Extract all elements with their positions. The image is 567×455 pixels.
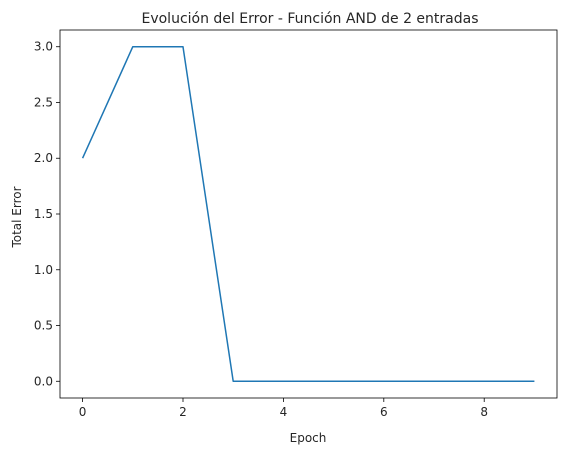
y-tick-label: 1.0: [34, 263, 53, 277]
y-tick-label: 2.5: [34, 95, 53, 109]
series-line-0: [81, 45, 535, 383]
y-tick-label: 1.5: [34, 207, 53, 221]
x-tick-label: 2: [179, 405, 187, 419]
y-axis-label: Total Error: [10, 186, 24, 248]
axes-frame: [59, 29, 558, 399]
x-axis-ticks: 0 2 4 6 8: [79, 398, 488, 419]
chart-title: Evolución del Error - Función AND de 2 e…: [141, 11, 478, 27]
x-axis-label: Epoch: [290, 431, 327, 445]
x-tick-label: 8: [480, 405, 488, 419]
x-tick-label: 4: [280, 405, 288, 419]
y-tick-label: 0.5: [34, 319, 53, 333]
x-tick-label: 0: [79, 405, 87, 419]
y-axis-ticks: 0.0 0.5 1.0 1.5 2.0 2.5 3.0: [34, 40, 60, 388]
y-tick-label: 3.0: [34, 40, 53, 54]
y-tick-label: 2.0: [34, 151, 53, 165]
plot-area: [81, 45, 535, 383]
y-tick-label: 0.0: [34, 374, 53, 388]
x-tick-label: 6: [380, 405, 388, 419]
